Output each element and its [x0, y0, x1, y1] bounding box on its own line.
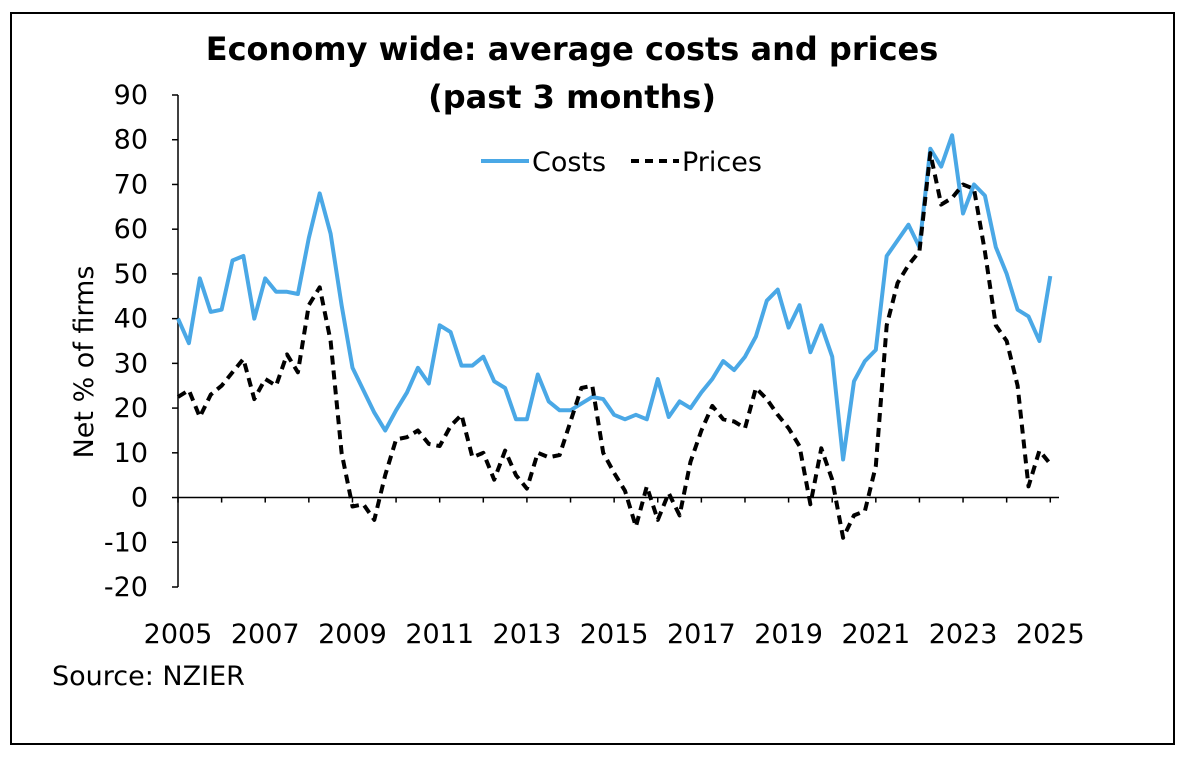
x-tick-label: 2023 — [929, 619, 998, 650]
x-tick-label: 2007 — [231, 619, 300, 650]
y-tick-label: 60 — [114, 214, 148, 245]
y-tick-label: 40 — [114, 304, 148, 335]
y-tick-label: -20 — [104, 572, 148, 603]
chart-frame — [10, 12, 1175, 745]
y-tick-label: 30 — [114, 348, 148, 379]
y-tick-label: 20 — [114, 393, 148, 424]
y-tick-label: 10 — [114, 438, 148, 469]
source-note: Source: NZIER — [52, 661, 245, 692]
x-tick-label: 2013 — [493, 619, 562, 650]
x-tick-label: 2019 — [754, 619, 823, 650]
x-tick-label: 2009 — [318, 619, 387, 650]
series-line-prices — [176, 151, 1052, 540]
legend-prices-label: Prices — [682, 147, 762, 178]
y-tick-label: 90 — [114, 80, 148, 111]
y-tick-labels: 90 80 70 60 50 40 30 20 10 0 -10 -20 — [104, 80, 148, 603]
y-tick-label: -10 — [104, 527, 148, 558]
x-tick-labels: 2005 2007 2009 2011 2013 2015 2017 2019 2021 2023… — [144, 619, 1085, 650]
y-tick-label: 50 — [114, 259, 148, 290]
series-lines — [176, 133, 1053, 540]
chart-title-line1: Economy wide: average costs and prices — [206, 30, 939, 68]
x-tick-label: 2025 — [1016, 619, 1085, 650]
x-tick-label: 2021 — [841, 619, 910, 650]
x-tick-label: 2017 — [667, 619, 736, 650]
y-tick-label: 70 — [114, 169, 148, 200]
x-tick-label: 2005 — [144, 619, 213, 650]
y-axis-label: Net % of firms — [69, 266, 100, 459]
series-line-costs — [176, 133, 1053, 462]
axes — [172, 94, 1059, 588]
legend: Costs Prices — [481, 147, 762, 178]
x-tick-label: 2015 — [580, 619, 649, 650]
y-tick-label: 80 — [114, 125, 148, 156]
chart-title-line2: (past 3 months) — [428, 78, 716, 116]
legend-costs-label: Costs — [532, 147, 606, 178]
y-tick-label: 0 — [131, 483, 148, 514]
x-tick-label: 2011 — [405, 619, 474, 650]
